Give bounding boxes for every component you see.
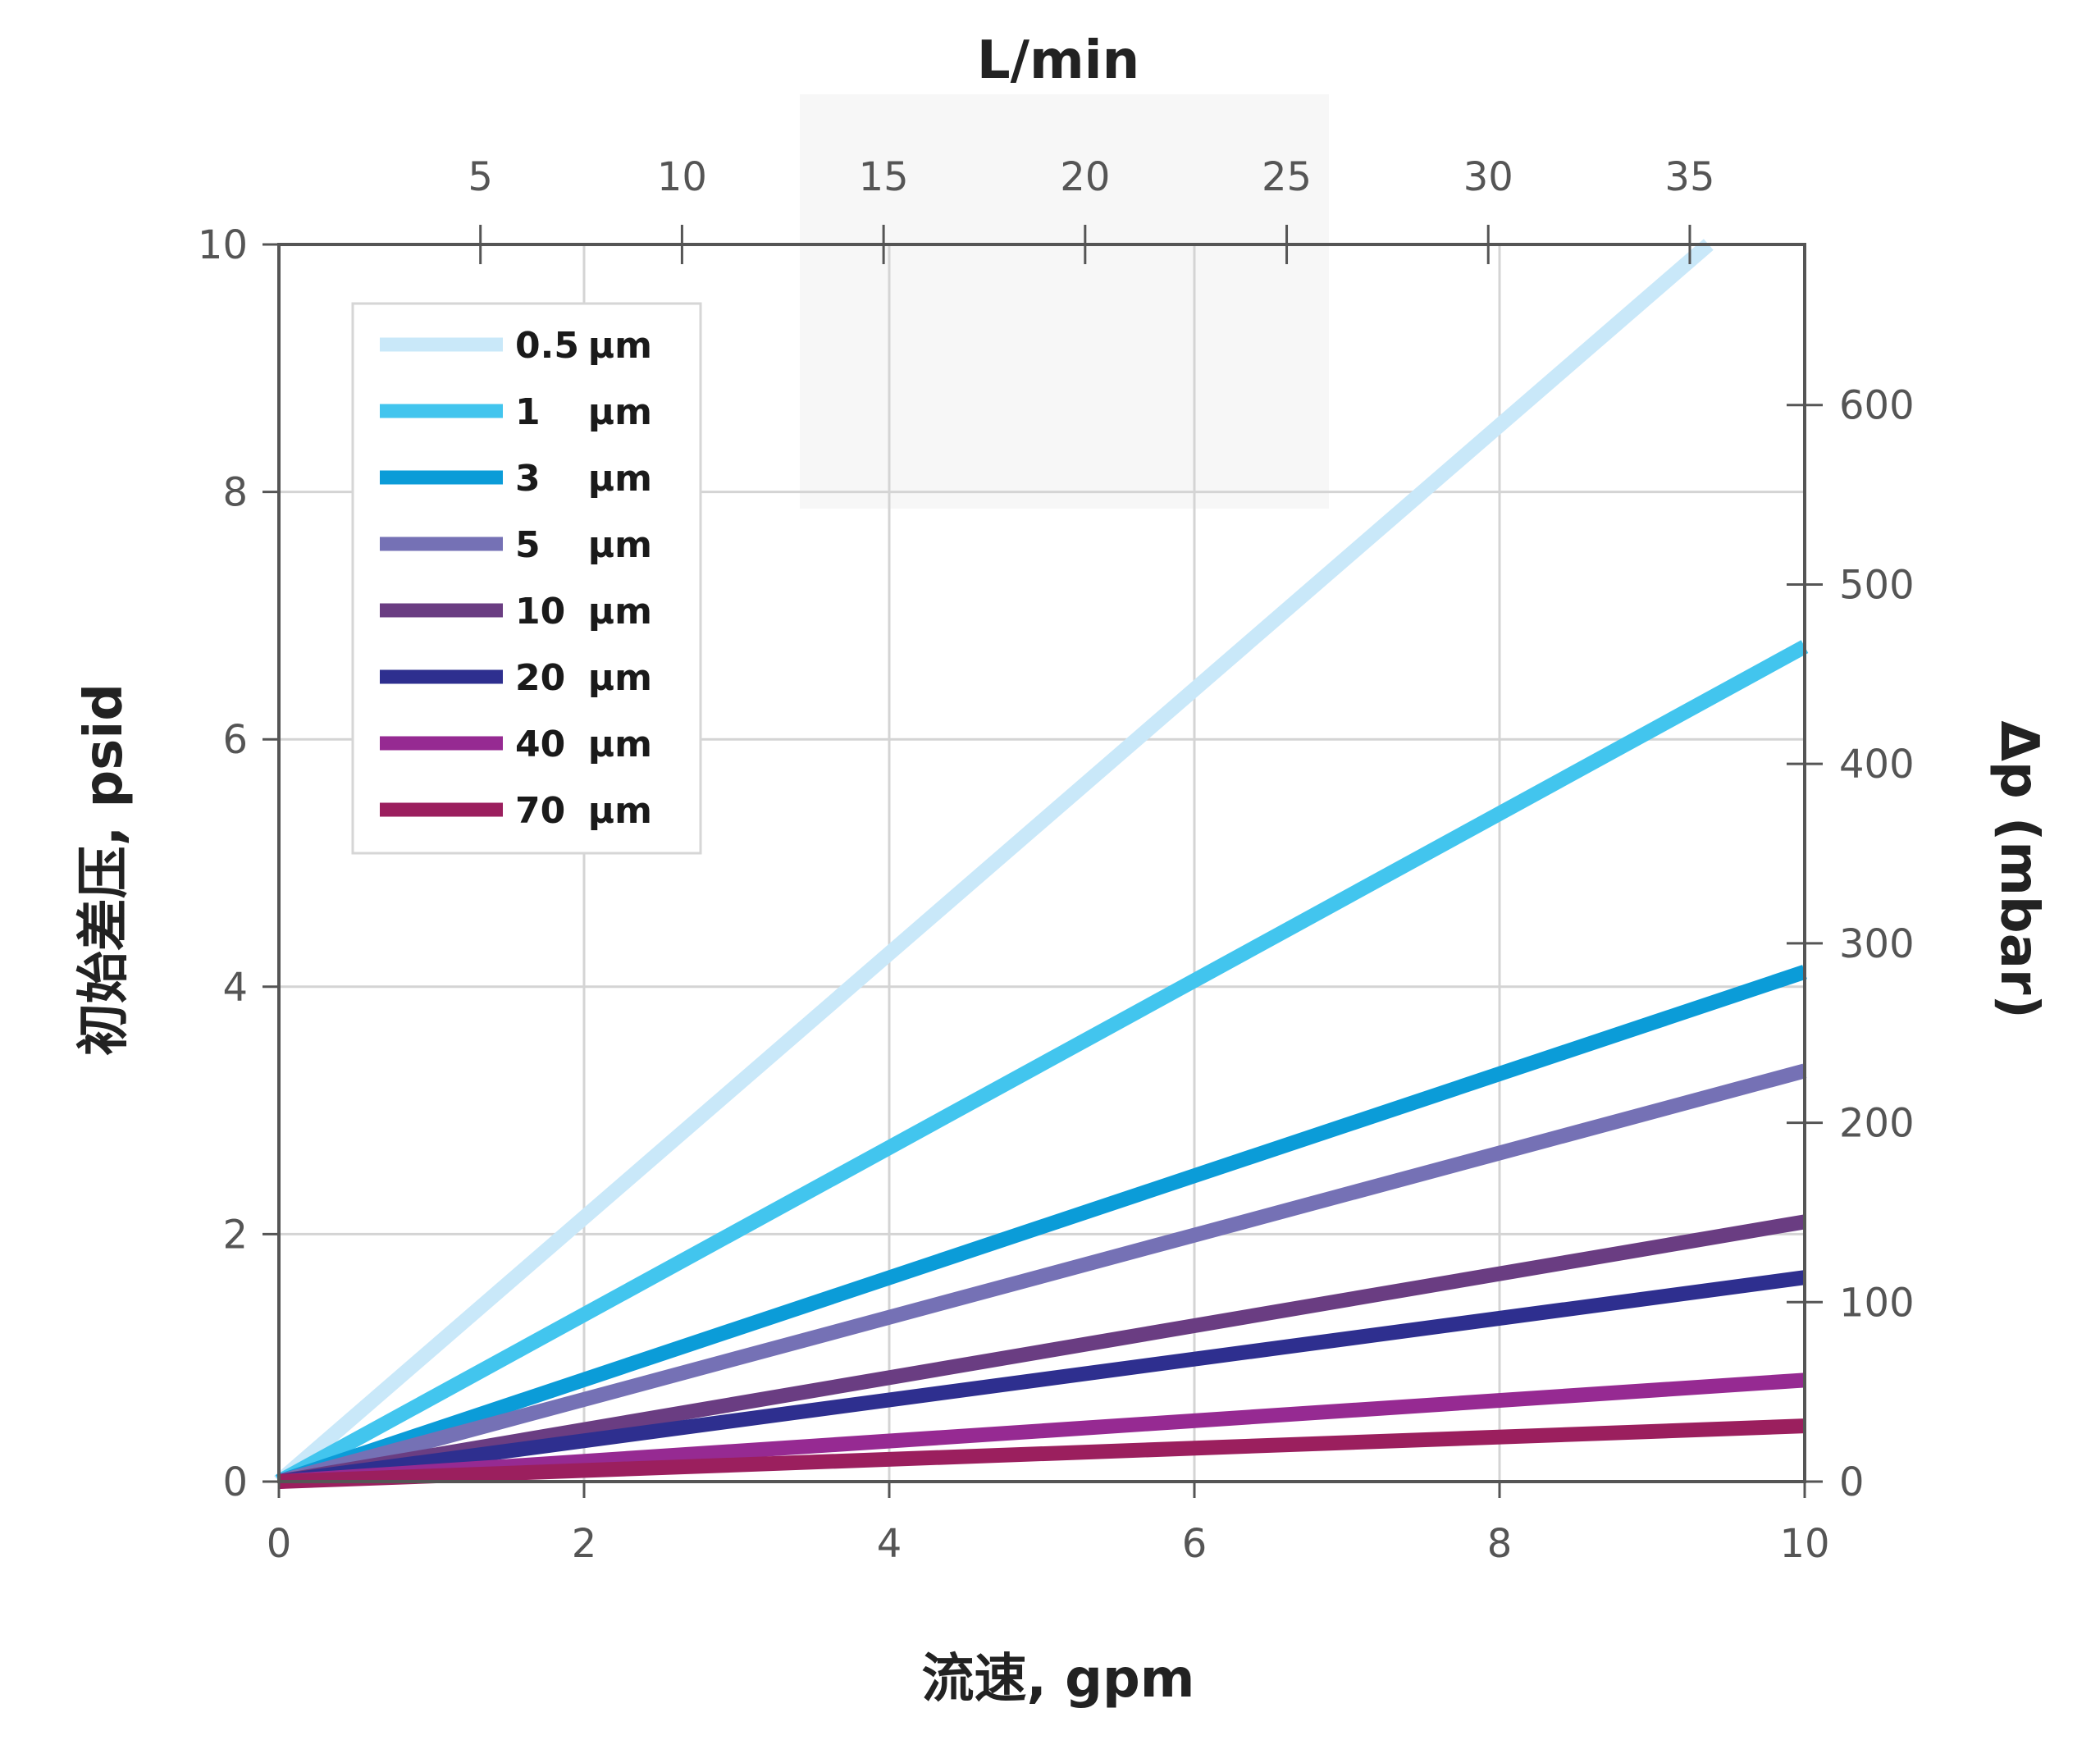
y-tick-label: 6 bbox=[222, 717, 248, 763]
x-tick-label: 10 bbox=[1779, 1521, 1829, 1567]
right-tick-label: 500 bbox=[1839, 562, 1915, 608]
x-tick-label: 0 bbox=[267, 1521, 292, 1567]
y-tick-label: 4 bbox=[222, 965, 248, 1011]
left-axis-title: 初始差压, psid bbox=[74, 683, 135, 1056]
top-axis-title: L/min bbox=[977, 30, 1139, 91]
top-tick-label: 20 bbox=[1060, 154, 1110, 200]
x-tick-label: 6 bbox=[1182, 1521, 1208, 1567]
legend-unit: µm bbox=[588, 325, 652, 367]
legend-label: 5 bbox=[515, 524, 541, 566]
series-lines bbox=[274, 239, 1809, 1489]
right-tick-label: 600 bbox=[1839, 383, 1915, 429]
legend-unit: µm bbox=[588, 724, 652, 765]
legend-label: 70 bbox=[515, 790, 565, 832]
legend-unit: µm bbox=[588, 524, 652, 566]
series-line bbox=[277, 1214, 1806, 1489]
legend-unit: µm bbox=[588, 591, 652, 633]
y-tick-label: 8 bbox=[222, 470, 248, 516]
bottom-axis-title: 流速, gpm bbox=[922, 1649, 1195, 1710]
series-line bbox=[274, 239, 1714, 1487]
legend-label: 3 bbox=[515, 458, 541, 500]
series-line bbox=[276, 965, 1807, 1489]
legend-label: 10 bbox=[515, 591, 565, 633]
right-tick-label: 300 bbox=[1839, 921, 1915, 967]
right-tick-label: 0 bbox=[1839, 1459, 1865, 1505]
x-tick-label: 8 bbox=[1487, 1521, 1513, 1567]
legend-box bbox=[351, 302, 702, 855]
legend-label: 1 bbox=[515, 391, 541, 433]
right-tick-label: 200 bbox=[1839, 1101, 1915, 1147]
legend-unit: µm bbox=[588, 391, 652, 433]
top-tick-label: 35 bbox=[1664, 154, 1714, 200]
series-line bbox=[277, 1270, 1806, 1489]
series-line bbox=[275, 640, 1809, 1488]
top-tick-label: 15 bbox=[859, 154, 909, 200]
series-line bbox=[276, 1063, 1807, 1489]
legend-unit: µm bbox=[588, 790, 652, 832]
y-tick-label: 2 bbox=[222, 1212, 248, 1258]
right-axis-title: Δp (mbar) bbox=[1988, 720, 2049, 1018]
legend-label: 40 bbox=[515, 724, 565, 765]
top-tick-label: 25 bbox=[1262, 154, 1312, 200]
series-line bbox=[278, 1418, 1806, 1489]
series-line bbox=[278, 1372, 1806, 1489]
legend-unit: µm bbox=[588, 657, 652, 699]
top-tick-label: 5 bbox=[468, 154, 493, 200]
legend-label: 20 bbox=[515, 657, 565, 699]
top-tick-label: 30 bbox=[1463, 154, 1513, 200]
y-tick-label: 10 bbox=[198, 222, 248, 268]
legend-label: 0.5 bbox=[515, 325, 579, 367]
right-tick-label: 100 bbox=[1839, 1280, 1915, 1326]
x-tick-label: 4 bbox=[877, 1521, 902, 1567]
right-tick-label: 400 bbox=[1839, 742, 1915, 788]
x-tick-label: 2 bbox=[572, 1521, 597, 1567]
plot-frame bbox=[277, 243, 1806, 1483]
y-tick-label: 0 bbox=[222, 1459, 248, 1505]
legend-unit: µm bbox=[588, 458, 652, 500]
top-tick-label: 10 bbox=[657, 154, 707, 200]
